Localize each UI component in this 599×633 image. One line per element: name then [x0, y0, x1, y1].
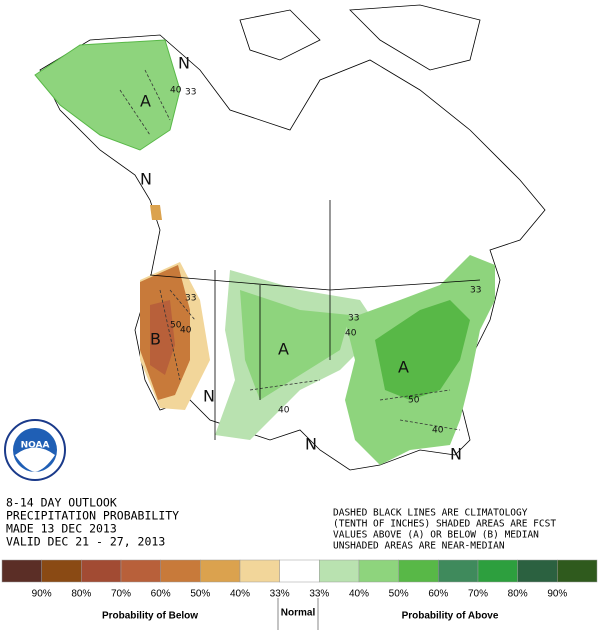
- map-label: 33: [470, 286, 481, 296]
- legend-swatch: [160, 559, 201, 583]
- legend-above: Probability of Above: [402, 611, 499, 622]
- legend-label: 33%: [309, 589, 329, 600]
- map-label: 33: [185, 294, 196, 304]
- note-line: UNSHADED AREAS ARE NEAR-MEDIAN: [333, 541, 505, 552]
- map-label: 40: [180, 326, 192, 336]
- map-label: 40: [432, 426, 444, 436]
- map-label: N: [140, 170, 152, 189]
- legend-label: 90%: [32, 589, 52, 600]
- legend-swatch: [81, 559, 122, 583]
- map-label: 33: [348, 314, 359, 324]
- legend-label: 90%: [547, 589, 567, 600]
- legend-label: 70%: [468, 589, 488, 600]
- noaa-logo: NOAA: [4, 419, 66, 481]
- legend-swatch: [239, 559, 280, 583]
- map-label: 50: [408, 396, 420, 406]
- map-label: B: [150, 330, 161, 349]
- legend-label: 40%: [349, 589, 369, 600]
- map-label: 40: [345, 329, 357, 339]
- map-label: 33: [185, 88, 196, 98]
- logo-text: NOAA: [21, 441, 50, 451]
- legend-label: 70%: [111, 589, 131, 600]
- legend-swatch: [319, 559, 360, 583]
- legend-swatch: [517, 559, 558, 583]
- outlook-line: VALID DEC 21 - 27, 2013: [6, 535, 165, 549]
- legend-swatch: [279, 559, 320, 583]
- outlook-line: PRECIPITATION PROBABILITY: [6, 509, 179, 523]
- outlook-line: 8-14 DAY OUTLOOK: [6, 496, 117, 510]
- legend-swatch: [120, 559, 161, 583]
- legend-normal: Normal: [281, 608, 316, 619]
- legend-swatch: [557, 559, 598, 583]
- map-label: 40: [170, 86, 182, 96]
- legend-swatch: [398, 559, 439, 583]
- legend-label: 80%: [508, 589, 528, 600]
- legend-label: 60%: [151, 589, 171, 600]
- legend-swatch: [477, 559, 518, 583]
- map-label: 50: [170, 321, 182, 331]
- basemap: [34, 4, 546, 471]
- note-line: VALUES ABOVE (A) OR BELOW (B) MEDIAN: [333, 530, 539, 541]
- map-label: 40: [278, 406, 290, 416]
- legend-label: 50%: [389, 589, 409, 600]
- legend-label: 40%: [230, 589, 250, 600]
- map-label: N: [178, 54, 190, 73]
- map-label: A: [140, 92, 151, 111]
- note-line: DASHED BLACK LINES ARE CLIMATOLOGY: [333, 508, 528, 519]
- note-line: (TENTH OF INCHES) SHADED AREAS ARE FCST: [333, 519, 556, 530]
- map-label: A: [278, 340, 289, 359]
- legend-swatch: [438, 559, 479, 583]
- outlook-line: MADE 13 DEC 2013: [6, 522, 117, 536]
- map-label: N: [450, 445, 462, 464]
- legend-swatch: [358, 559, 399, 583]
- legend-swatch: [1, 559, 42, 583]
- legend-label: 50%: [190, 589, 210, 600]
- legend-label: 60%: [428, 589, 448, 600]
- legend-below: Probability of Below: [102, 611, 198, 622]
- map-label: N: [305, 435, 317, 454]
- map-label: A: [398, 358, 409, 377]
- map-label: N: [203, 387, 215, 406]
- legend-label: 80%: [71, 589, 91, 600]
- legend-swatch: [200, 559, 241, 583]
- legend-label: 33%: [270, 589, 290, 600]
- legend-swatch: [41, 559, 82, 583]
